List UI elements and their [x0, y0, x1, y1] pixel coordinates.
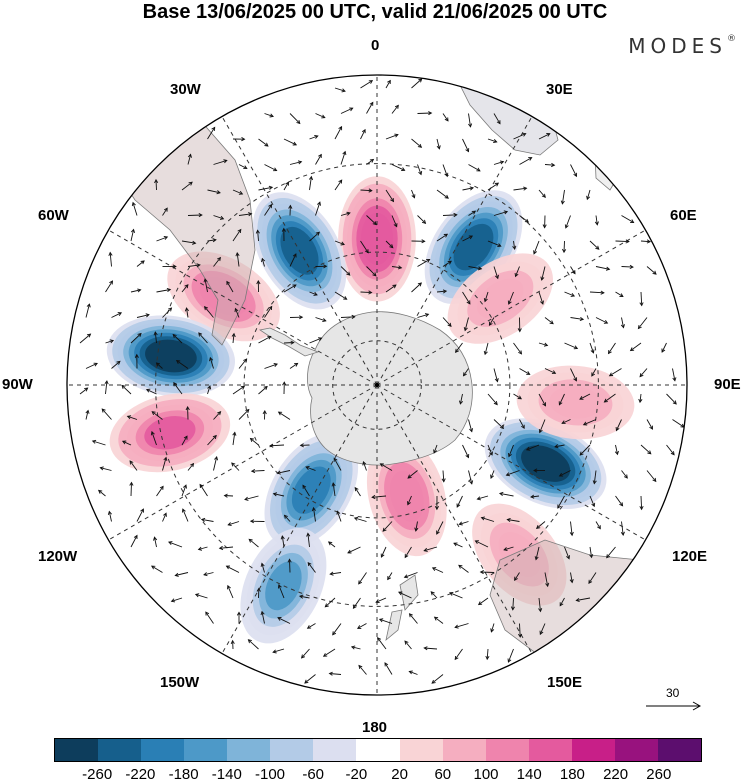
reference-vector: 30 [640, 686, 708, 716]
colorbar-tick-label: -20 [346, 766, 368, 783]
colorbar-tick-label: -60 [302, 766, 324, 783]
colorbar-box [356, 739, 399, 761]
colorbar-box [400, 739, 443, 761]
lon-label-30e: 30E [546, 82, 573, 98]
colorbar-tick-label: 140 [517, 766, 542, 783]
colorbar-tick-label: 100 [473, 766, 498, 783]
colorbar-tick-label: 20 [391, 766, 408, 783]
colorbar-box [184, 739, 227, 761]
lon-label-120w: 120W [38, 549, 77, 565]
colorbar-box [486, 739, 529, 761]
colorbar-tick-label: -140 [212, 766, 242, 783]
lon-label-180: 180 [362, 720, 387, 736]
lon-label-60e: 60E [670, 208, 697, 224]
lon-label-90e: 90E [714, 377, 741, 393]
colorbar-box [572, 739, 615, 761]
colorbar-box [141, 739, 184, 761]
colorbar-tick-label: 220 [603, 766, 628, 783]
colorbar-tick-label: 60 [434, 766, 451, 783]
lon-label-120e: 120E [672, 549, 707, 565]
australia-landmass [490, 540, 700, 690]
lon-label-0: 0 [371, 38, 379, 54]
colorbar-tick-label: 180 [560, 766, 585, 783]
colorbar-box [313, 739, 356, 761]
colorbar-box [98, 739, 141, 761]
colorbar [54, 738, 702, 762]
colorbar-box [658, 739, 701, 761]
colorbar-box [615, 739, 658, 761]
colorbar-tick-label: -220 [125, 766, 155, 783]
colorbar-box [227, 739, 270, 761]
lon-label-90w: 90W [2, 377, 33, 393]
reference-arrow-icon [640, 686, 708, 716]
colorbar-box [55, 739, 98, 761]
colorbar-tick-label: -260 [82, 766, 112, 783]
lon-label-30w: 30W [170, 82, 201, 98]
colorbar-tick-label: -180 [169, 766, 199, 783]
colorbar-box [270, 739, 313, 761]
pole-dot [375, 383, 379, 387]
lon-label-150e: 150E [547, 675, 582, 691]
colorbar-ticks: -260 -220 -180 -140 -100 -60 -20 20 60 100 140 180 2… [0, 766, 750, 784]
lon-label-150w: 150W [160, 675, 199, 691]
colorbar-tick-label: -100 [255, 766, 285, 783]
lon-label-60w: 60W [38, 208, 69, 224]
colorbar-box [443, 739, 486, 761]
colorbar-tick-label: 260 [646, 766, 671, 783]
colorbar-box [529, 739, 572, 761]
